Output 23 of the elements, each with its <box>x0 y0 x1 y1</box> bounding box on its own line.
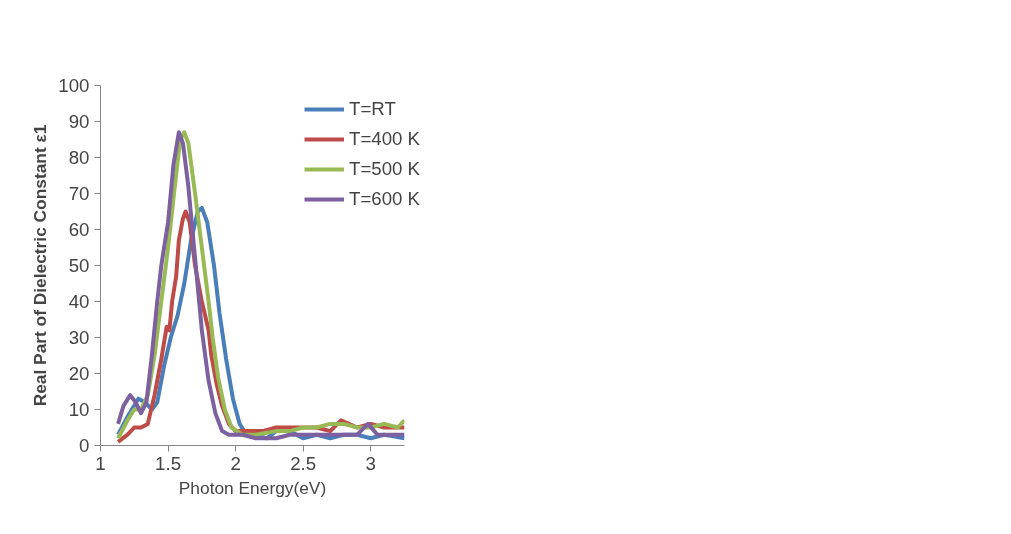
legend-label: T=RT <box>349 98 396 120</box>
y-axis-title: Real Part of Dielectric Constant ε1 <box>30 124 51 407</box>
y-tick-label: 70 <box>68 183 90 204</box>
y-tick-label: 60 <box>68 219 90 240</box>
legend-label: T=500 K <box>349 158 421 180</box>
x-tick-label: 2.5 <box>290 452 317 474</box>
legend-label: T=400 K <box>349 128 421 150</box>
y-tick-label: 100 <box>58 75 90 96</box>
y-tick-label: 0 <box>79 435 90 456</box>
y-tick-label: 80 <box>68 147 90 168</box>
y-tick-label: 10 <box>68 399 90 420</box>
line-series <box>116 130 405 441</box>
y-tick-label: 50 <box>68 255 90 276</box>
x-tick-label: 1.5 <box>155 452 182 474</box>
x-axis-title: Photon Energy(eV) <box>178 477 327 498</box>
x-tick-label: 3 <box>365 452 376 474</box>
x-tick-label: 2 <box>230 452 241 474</box>
legend-label: T=600 K <box>349 188 421 210</box>
y-tick-label: 40 <box>68 291 90 312</box>
y-tick-label: 90 <box>68 111 90 132</box>
y-tick-label: 20 <box>68 363 90 384</box>
y-tick-label: 30 <box>68 327 90 348</box>
x-tick-label: 1 <box>95 452 106 474</box>
